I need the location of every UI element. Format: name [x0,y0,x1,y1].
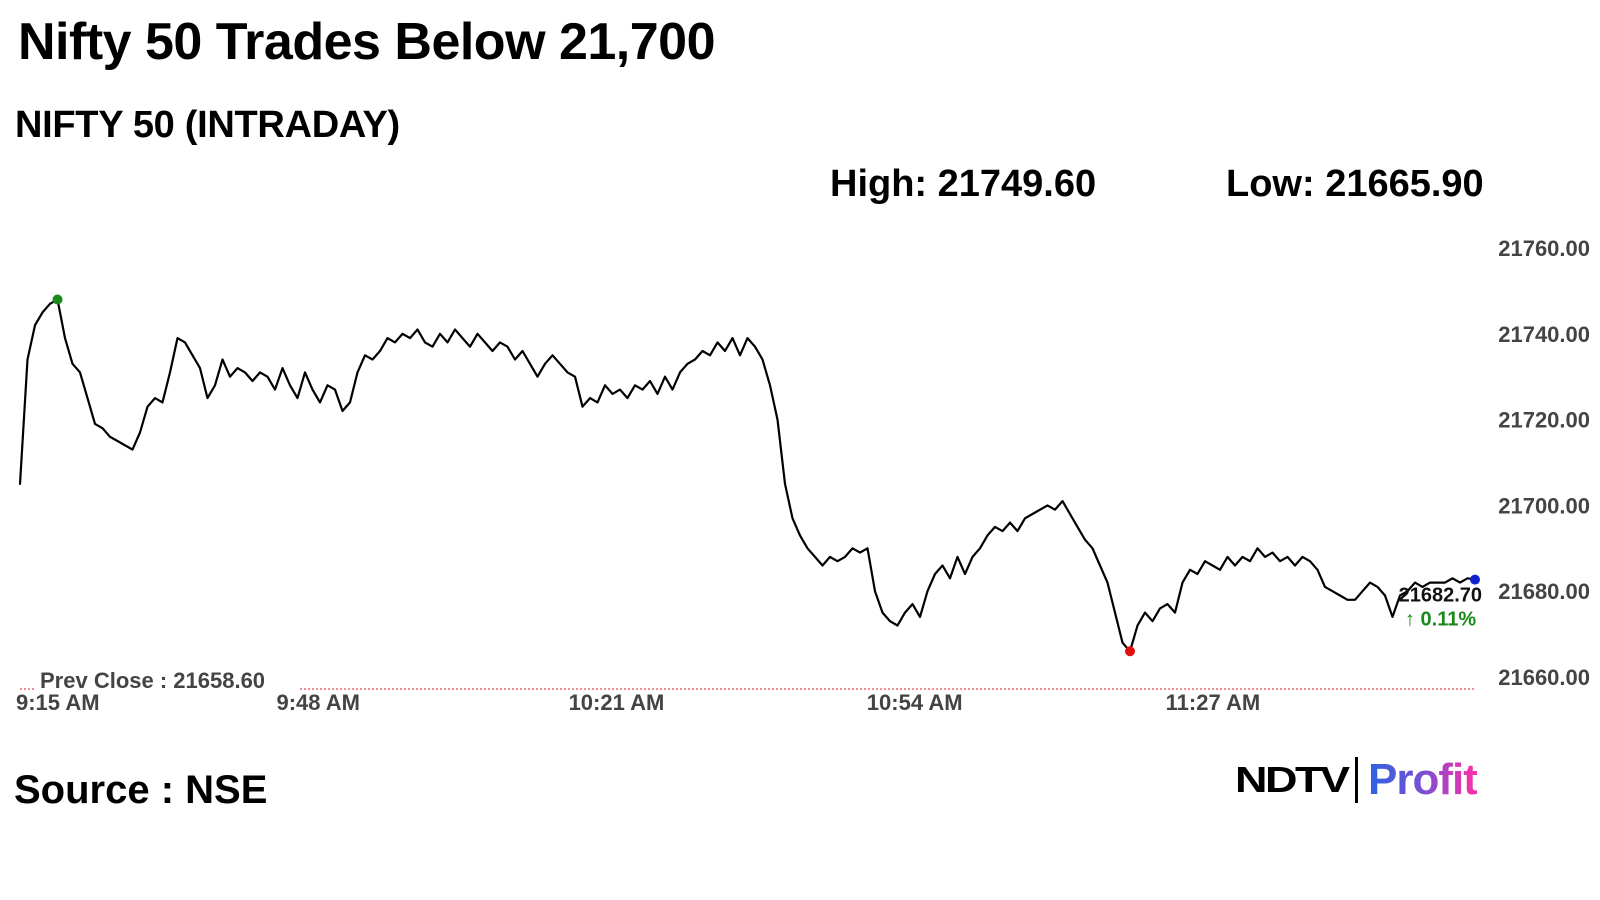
high-marker [52,294,63,305]
x-tick-label: 9:48 AM [276,690,360,715]
low-marker [1125,646,1135,657]
last-change-label: ↑ 0.11% [1405,609,1476,631]
y-tick-label: 21700.00 [1498,493,1590,518]
x-tick-label: 11:27 AM [1166,690,1261,715]
logo-profit-text: Profit [1368,755,1478,804]
headline: Nifty 50 Trades Below 21,700 [18,13,716,71]
high-stat: High: 21749.60 [830,163,1097,205]
y-tick-label: 21760.00 [1498,236,1590,261]
chart-subtitle: NIFTY 50 (INTRADAY) [15,104,400,146]
last-price-marker [1470,574,1480,585]
y-tick-label: 21720.00 [1498,408,1590,433]
y-tick-label: 21740.00 [1498,322,1590,347]
prev-close-label: Prev Close : 21658.60 [40,668,265,693]
ndtv-profit-logo: NDTV Profit [1235,755,1478,805]
last-price-label: 21682.70 [1399,585,1482,607]
x-tick-label: 9:15 AM [16,690,100,715]
logo-ndtv-text: NDTV [1235,759,1350,800]
logo-divider [1355,757,1358,803]
y-tick-label: 21680.00 [1498,579,1590,604]
source-note: Source : NSE [14,768,268,812]
x-tick-label: 10:21 AM [569,690,665,715]
low-stat: Low: 21665.90 [1226,163,1484,205]
x-tick-label: 10:54 AM [867,690,963,715]
price-series-line [18,298,1477,653]
prev-close-label-bg [36,667,298,694]
y-tick-label: 21660.00 [1498,665,1590,690]
